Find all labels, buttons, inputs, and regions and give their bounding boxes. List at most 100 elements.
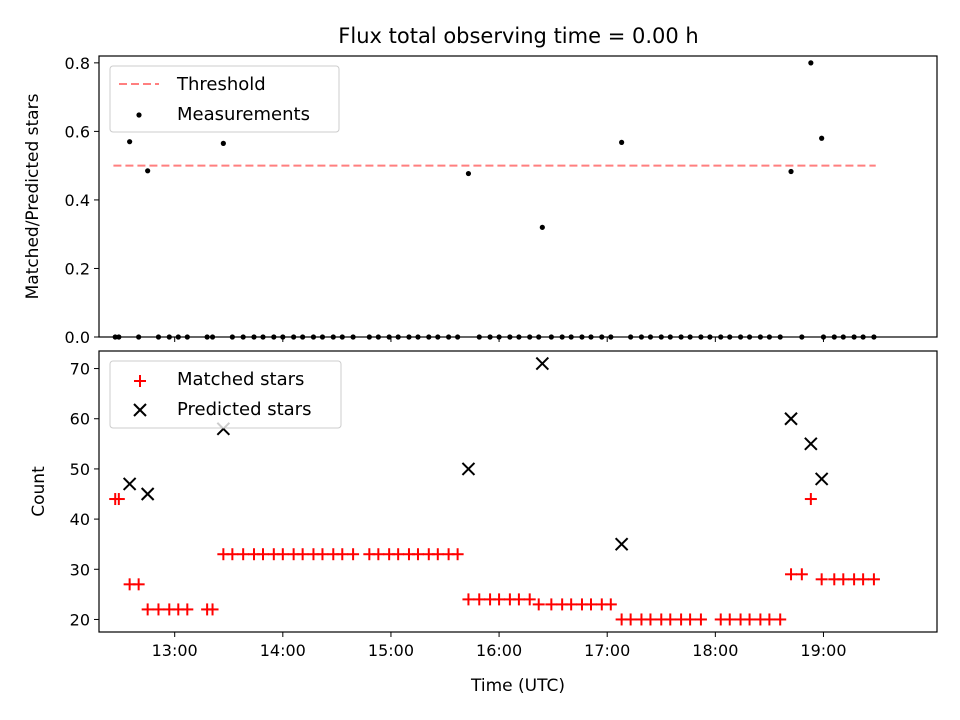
matched-star-point — [256, 548, 269, 561]
count-x-ticks: 13:00 14:00 15:00 16:00 17:00 18:00 19:00 — [152, 632, 847, 660]
measurement-point — [737, 334, 744, 340]
measurement-point — [386, 334, 392, 340]
measurement-point — [820, 334, 827, 340]
matched-star-point — [206, 603, 219, 616]
measurement-point — [860, 334, 866, 340]
predicted-star-point — [535, 356, 550, 371]
matched-star-point — [132, 578, 145, 591]
count-legend-box — [109, 360, 342, 429]
measurement-point — [116, 334, 122, 340]
measurements-legend-label: Measurements — [177, 104, 310, 125]
matched-star-point — [804, 493, 817, 506]
measurement-point — [455, 334, 461, 340]
matched-star-point — [336, 548, 349, 561]
measurement-point — [465, 170, 472, 177]
measurement-point — [300, 334, 306, 340]
matched-star-point — [411, 548, 424, 561]
matched-star-point — [431, 548, 444, 561]
predicted-legend-label: Predicted stars — [177, 399, 311, 420]
measurement-point — [718, 334, 724, 340]
matched-star-point — [523, 593, 536, 606]
measurement-point — [406, 334, 412, 340]
predicted-star-point — [122, 477, 137, 491]
measurement-point — [204, 334, 210, 340]
measurement-point — [808, 60, 814, 66]
measurement-point — [350, 334, 356, 340]
x-tick-label: 18:00 — [692, 641, 738, 660]
matched-star-point — [532, 598, 545, 611]
matched-star-point — [141, 603, 154, 616]
predicted-star-point — [784, 412, 798, 426]
matched-star-point — [226, 548, 239, 561]
matched-star-point — [743, 613, 756, 626]
matched-star-point — [684, 613, 697, 626]
ratio-panel: 0.00.20.40.60.8 Matched/Predicted stars … — [23, 54, 938, 347]
measurement-point — [415, 334, 421, 340]
measurement-point — [155, 334, 162, 340]
ratio-legend: Threshold Measurements — [109, 65, 340, 133]
matched-star-point — [723, 613, 736, 626]
measurement-point — [548, 334, 554, 340]
matched-star-point — [604, 598, 617, 611]
matched-star-point — [451, 548, 464, 561]
count-plot-frame — [98, 350, 938, 633]
measurement-point — [366, 334, 372, 340]
predicted-star-point — [614, 537, 629, 551]
matched-star-point — [644, 613, 657, 626]
measurement-point — [395, 334, 401, 340]
matched-star-point — [774, 613, 787, 626]
predicted-star-point — [140, 487, 155, 501]
x-tick-label: 15:00 — [368, 641, 414, 660]
predicted-star-point — [461, 462, 476, 476]
measurement-point — [819, 135, 825, 141]
measurement-point — [638, 334, 645, 340]
measurement-point — [240, 334, 246, 340]
count-y-axis-label: Count — [29, 466, 49, 517]
x-tick-label: 17:00 — [584, 641, 630, 660]
measurement-point — [209, 334, 216, 340]
chart-title: Flux total observing time = 0.00 h — [338, 24, 698, 48]
count-legend: Matched stars Predicted stars — [109, 360, 342, 429]
matched-star-point — [237, 548, 250, 561]
measurement-point — [831, 334, 837, 340]
predicted-legend-swatch — [133, 403, 147, 417]
matched-star-point — [857, 573, 870, 586]
count-y-tick-label: 70 — [70, 360, 90, 379]
measurement-point — [599, 334, 605, 340]
measurement-point — [476, 334, 482, 340]
matched-star-point — [785, 568, 798, 581]
matched-star-point — [473, 593, 486, 606]
measurements-legend-swatch — [136, 112, 142, 118]
x-tick-label: 14:00 — [260, 641, 306, 660]
measurement-point — [280, 334, 286, 340]
measurement-point — [330, 334, 336, 340]
ratio-y-tick-label: 0.6 — [65, 122, 90, 141]
measurement-point — [698, 334, 704, 340]
measurement-point — [707, 334, 713, 340]
measurement-point — [658, 334, 664, 340]
ratio-y-tick-label: 0.8 — [65, 54, 90, 73]
measurement-point — [136, 334, 142, 340]
threshold-legend-label: Threshold — [176, 74, 266, 95]
count-y-tick-label: 20 — [70, 610, 90, 629]
matched-star-point — [837, 573, 850, 586]
measurement-point — [112, 334, 118, 340]
measurement-point — [291, 334, 297, 340]
measurement-point — [175, 334, 181, 340]
x-tick-label: 16:00 — [476, 641, 522, 660]
matched-star-point — [372, 548, 385, 561]
ratio-y-tick-label: 0.4 — [65, 191, 90, 210]
measurement-point — [260, 334, 266, 340]
measurement-point — [527, 334, 533, 340]
measurement-point — [127, 139, 133, 145]
measurement-point — [757, 334, 763, 340]
matched-star-point — [664, 613, 677, 626]
measurement-point — [788, 168, 794, 175]
ratio-legend-box — [109, 65, 340, 133]
measurement-point — [539, 224, 545, 230]
count-y-tick-label: 60 — [70, 410, 90, 429]
count-y-ticks: 20 30 40 50 60 70 — [70, 360, 99, 629]
measurement-point — [271, 334, 277, 340]
matched-star-point — [347, 548, 360, 561]
matched-star-point — [316, 548, 329, 561]
